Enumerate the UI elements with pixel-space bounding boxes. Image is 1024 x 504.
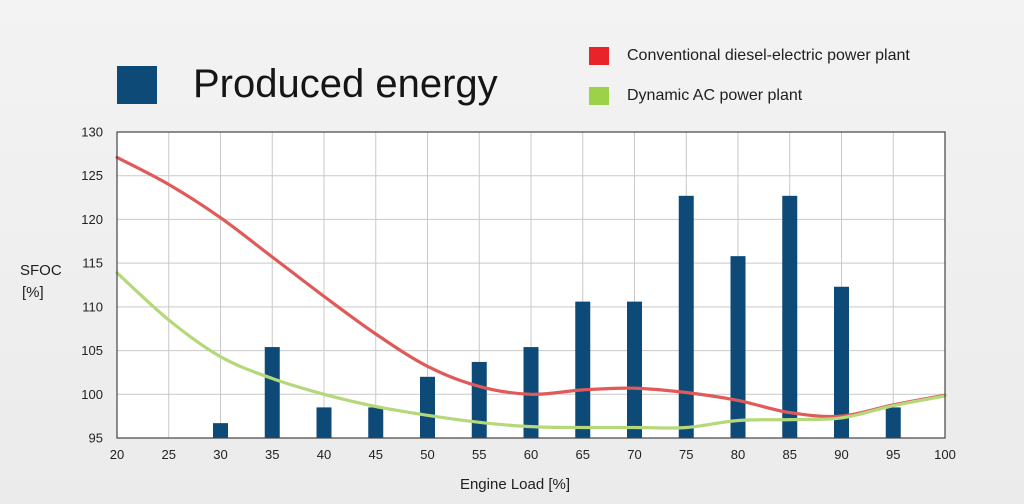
energy-bar — [523, 347, 539, 438]
energy-bar — [834, 286, 849, 438]
y-tick-label: 105 — [81, 343, 103, 358]
x-tick-label: 30 — [213, 447, 227, 462]
energy-bar — [885, 407, 901, 438]
x-tick-label: 65 — [576, 447, 590, 462]
x-axis-label: Engine Load [%] — [459, 476, 571, 493]
energy-bar — [264, 347, 280, 438]
x-tick-label: 25 — [162, 447, 176, 462]
x-axis-label-row: Engine Load [%] — [0, 476, 1024, 493]
y-axis-label-line1: SFOC — [20, 262, 62, 279]
x-tick-label: 90 — [834, 447, 848, 462]
y-tick-label: 95 — [89, 431, 103, 446]
energy-bar — [213, 423, 228, 438]
x-tick-label: 100 — [934, 447, 956, 462]
legend-swatch-conventional — [589, 47, 609, 65]
y-axis-label: SFOC [%] — [20, 260, 62, 304]
legend-swatch-dynamic — [589, 87, 609, 105]
x-tick-label: 95 — [886, 447, 900, 462]
energy-bar — [316, 407, 332, 438]
x-tick-label: 85 — [783, 447, 797, 462]
conventional-sfoc-line — [115, 155, 947, 419]
x-tick-label: 75 — [679, 447, 693, 462]
energy-bar — [420, 376, 435, 438]
y-tick-label: 110 — [82, 299, 103, 314]
energy-bar — [575, 301, 591, 438]
plot-frame — [116, 131, 946, 439]
energy-bar — [678, 195, 694, 438]
y-axis-label-line2: [%] — [22, 284, 44, 301]
x-tick-label: 50 — [420, 447, 434, 462]
x-tick-label: 45 — [369, 447, 383, 462]
y-tick-label: 120 — [81, 212, 103, 227]
y-tick-label: 130 — [81, 125, 103, 140]
energy-bar — [627, 301, 642, 438]
y-tick-label: 125 — [81, 168, 103, 183]
produced-energy-swatch — [117, 66, 157, 104]
energy-bar — [730, 256, 746, 438]
legend-label-conventional: Conventional diesel-electric power plant — [627, 47, 910, 64]
x-tick-label: 70 — [627, 447, 641, 462]
energy-bar — [368, 407, 384, 438]
y-tick-label: 100 — [81, 387, 103, 402]
x-tick-label: 80 — [731, 447, 745, 462]
energy-bar — [782, 195, 798, 438]
y-tick-label: 115 — [82, 256, 103, 271]
legend-label-dynamic: Dynamic AC power plant — [627, 87, 803, 104]
dynamic-ac-sfoc-line — [115, 271, 947, 430]
x-tick-label: 60 — [524, 447, 538, 462]
x-tick-label: 55 — [472, 447, 486, 462]
chart-title: Produced energy — [193, 62, 498, 106]
energy-bar — [471, 361, 487, 438]
x-tick-label: 35 — [265, 447, 279, 462]
x-tick-label: 20 — [110, 447, 124, 462]
x-tick-label: 40 — [317, 447, 331, 462]
